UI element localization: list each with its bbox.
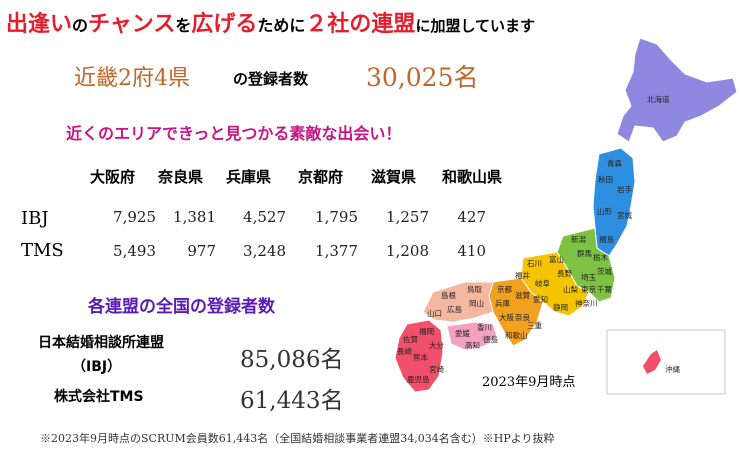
map-label-osaka: 大阪 [499, 312, 514, 322]
headline-part7: ２社の連盟 [305, 12, 416, 37]
region-label: 近畿2府4県 [74, 66, 190, 91]
tms-nara-count: 977 [187, 242, 216, 260]
map-label-toyama: 富山 [549, 254, 564, 264]
pref-header-hyogo: 兵庫県 [226, 168, 272, 186]
national-section-title: 各連盟の全国の登録者数 [88, 297, 275, 317]
map-label-kanagawa: 神奈川 [575, 298, 598, 308]
map-label-mie: 三重 [527, 321, 542, 330]
map-label-kochi: 高知 [465, 340, 480, 350]
tms-national-count: 61,443名 [240, 388, 344, 414]
map-label-akita: 秋田 [598, 174, 613, 184]
headline-part4: を [175, 16, 192, 35]
tms-name: 株式会社TMS [54, 389, 144, 405]
region-total: 30,025名 [366, 63, 479, 92]
map-region-tohoku [592, 147, 636, 257]
headline: 出逢いのチャンスを広げるために２社の連盟に加盟しています [6, 6, 535, 38]
pref-header-shiga: 滋賀県 [371, 168, 417, 186]
headline-part6: ために [257, 16, 306, 35]
pref-header-osaka: 大阪府 [90, 168, 136, 186]
map-label-kagawa: 香川 [477, 322, 492, 332]
map-label-fukuoka: 福岡 [419, 327, 434, 336]
ibj-nara-count: 1,381 [173, 208, 216, 226]
map-region-hokkaido [616, 37, 738, 143]
map-label-shimane: 島根 [441, 290, 456, 300]
ibj-wakayama-count: 427 [457, 208, 486, 226]
ibj-shiga-count: 1,257 [386, 208, 429, 226]
map-label-nagasaki: 長崎 [397, 346, 412, 356]
row-label-ibj: IBJ [21, 208, 49, 229]
map-label-saitama: 埼玉 [581, 272, 596, 282]
map-region-kyushu [394, 319, 444, 393]
tms-wakayama-count: 410 [457, 242, 486, 260]
map-region-shikoku [446, 321, 498, 351]
map-label-miyazaki: 宮崎 [429, 364, 444, 374]
headline-part3: チャンス [88, 12, 176, 37]
map-label-aomori: 青森 [607, 158, 622, 168]
map-label-tottori: 鳥取 [467, 284, 482, 294]
okinawa-inset-frame [606, 329, 726, 395]
footnote: ※2023年9月時点のSCRUM会員数61,443名（全国結婚相談事業者連盟34… [40, 432, 555, 445]
map-label-kyoto: 京都 [497, 284, 512, 294]
headline-part1: 出逢い [6, 12, 73, 37]
headline-part5: 広げる [191, 12, 258, 37]
map-label-kagoshima: 鹿児島 [407, 374, 430, 384]
pref-header-wakayama: 和歌山県 [442, 168, 503, 186]
ibj-kyoto-count: 1,795 [315, 208, 358, 226]
map-label-saga: 佐賀 [403, 334, 418, 344]
headline-part8: に加盟しています [415, 17, 535, 35]
map-label-okinawa: 沖縄 [665, 364, 680, 374]
map-region-okinawa [643, 350, 661, 374]
map-label-tokyo: 東京 [581, 284, 596, 294]
map-label-wakayama: 和歌山 [505, 330, 528, 340]
tms-hyogo-count: 3,248 [243, 242, 286, 260]
map-label-aichi: 愛知 [533, 294, 548, 304]
pref-header-kyoto: 京都府 [298, 168, 344, 186]
ibj-national-count: 85,086名 [240, 347, 344, 373]
map-region-chugoku [422, 281, 494, 323]
map-label-tochigi: 栃木 [593, 252, 608, 262]
ibj-osaka-count: 7,925 [113, 208, 156, 226]
region-sub-label: の登録者数 [233, 70, 309, 88]
ibj-abbr: （IBJ） [72, 359, 122, 375]
pref-header-nara: 奈良県 [158, 168, 204, 186]
map-label-fukushima: 福島 [599, 234, 614, 244]
map-label-hiroshima: 広島 [447, 304, 462, 314]
ibj-hyogo-count: 4,527 [243, 208, 286, 226]
map-label-yamagata: 山形 [597, 206, 612, 216]
map-label-miyagi: 宮城 [617, 210, 632, 220]
row-label-tms: TMS [21, 240, 64, 261]
map-label-yamaguchi: 山口 [427, 308, 442, 318]
map-label-iwate: 岩手 [617, 184, 632, 194]
map-label-nara: 奈良 [515, 312, 530, 322]
map-label-okayama: 岡山 [469, 298, 484, 308]
tagline: 近くのエリアできっと見つかる素敵な出会い！ [66, 124, 402, 143]
map-label-fukui: 福井 [515, 270, 530, 280]
japan-map: 北海道 青森 秋田 岩手 山形 宮城 福島 新潟 石川 富山 群馬 栃木 長野 … [394, 37, 738, 395]
map-label-shizuoka: 静岡 [553, 302, 568, 312]
tms-osaka-count: 5,493 [113, 242, 156, 260]
map-label-tokushima: 徳島 [483, 334, 498, 344]
tms-shiga-count: 1,208 [386, 242, 429, 260]
map-label-chiba: 千葉 [597, 284, 612, 294]
map-label-nagano: 長野 [557, 269, 572, 278]
map-label-ibaraki: 茨城 [597, 266, 612, 276]
map-label-kumamoto: 熊本 [413, 352, 428, 362]
map-label-ishikawa: 石川 [527, 259, 542, 268]
map-label-hokkaido: 北海道 [647, 94, 670, 104]
map-label-shiga: 滋賀 [515, 290, 530, 300]
map-label-niigata: 新潟 [571, 234, 586, 244]
ibj-name: 日本結婚相談所連盟 [38, 335, 164, 351]
map-label-hyogo: 兵庫 [495, 298, 510, 308]
map-label-gunma: 群馬 [577, 248, 592, 258]
tms-kyoto-count: 1,377 [315, 242, 358, 260]
map-label-ehime: 愛媛 [455, 328, 470, 338]
map-date-note: 2023年9月時点 [482, 375, 576, 390]
map-label-yamanashi: 山梨 [563, 284, 578, 294]
map-label-oita: 大分 [429, 340, 444, 350]
headline-part2: の [72, 16, 89, 35]
map-label-gifu: 岐阜 [535, 278, 550, 288]
